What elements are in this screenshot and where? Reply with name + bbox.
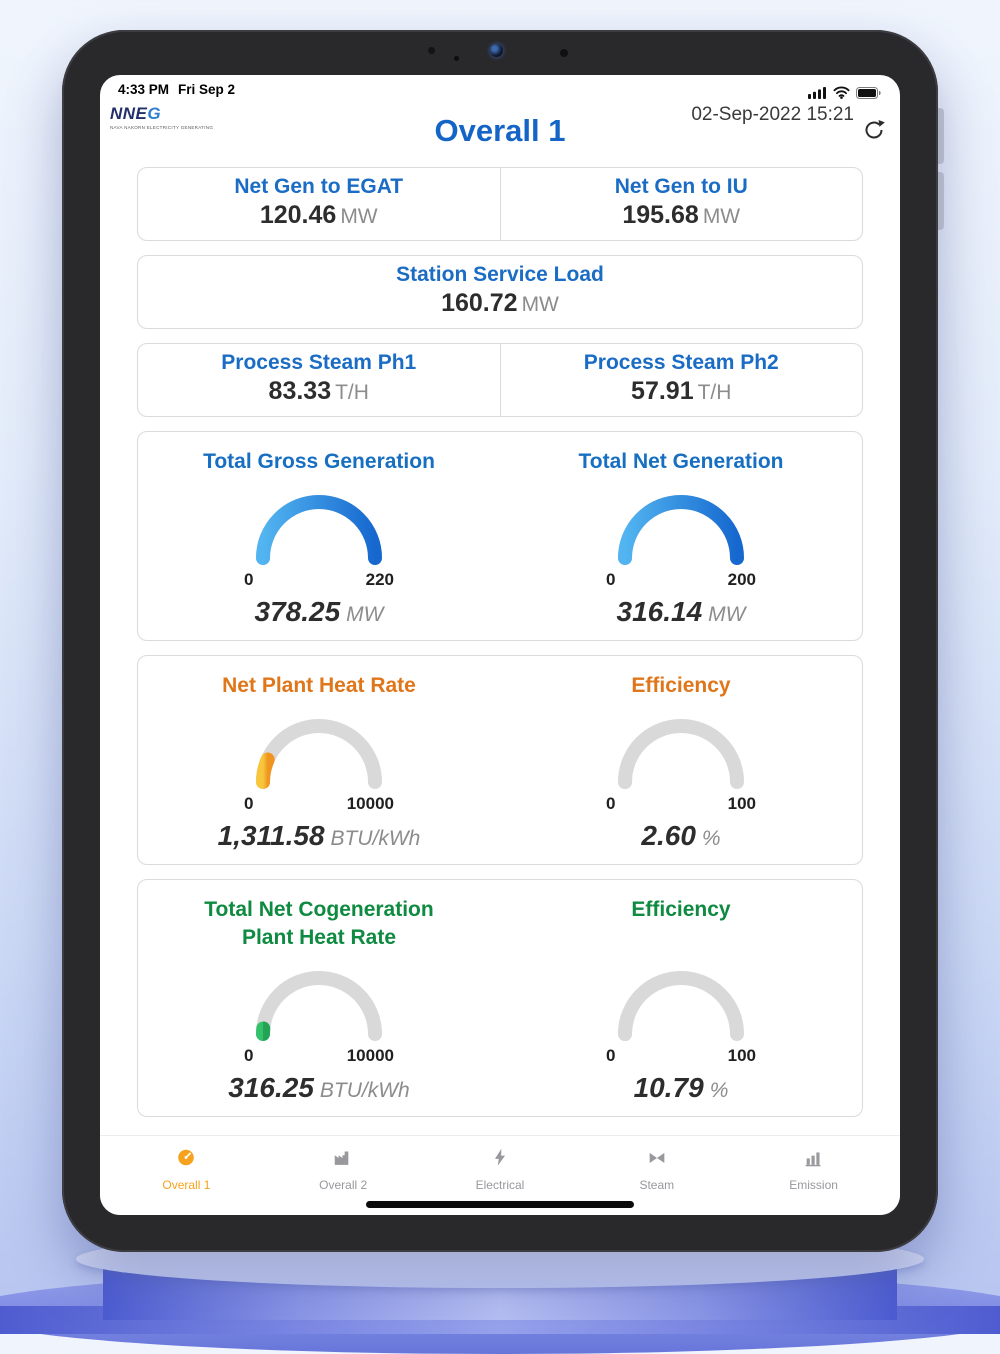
stat-label: Process Steam Ph1	[221, 351, 417, 374]
gauge-title: Total Gross Generation	[203, 450, 435, 473]
app-logo: NNEG NAVA NAKORN ELECTRICITY GENERATING	[110, 104, 214, 130]
gauge-efficiency-cogen: Efficiency 0 100 10.79%	[500, 896, 862, 1104]
stat-label: Net Gen to IU	[614, 175, 748, 198]
sensor-dot	[560, 49, 568, 57]
page-title: Overall 1	[434, 113, 566, 148]
stat-net-gen-iu: Net Gen to IU 195.68 MW	[499, 168, 863, 240]
gauge-title: Efficiency	[631, 674, 731, 697]
app-header: NNEG NAVA NAKORN ELECTRICITY GENERATING …	[100, 102, 900, 168]
stat-station-service-load: Station Service Load 160.72 MW	[138, 256, 862, 328]
gauge-scale: 0 100	[606, 794, 756, 813]
gauge-efficiency-heat-rate: Efficiency 0 100 2.60%	[500, 672, 862, 852]
stat-value: 57.91 T/H	[631, 377, 732, 405]
status-bar: 4:33 PM Fri Sep 2	[100, 75, 900, 105]
net-gen-card: Net Gen to EGAT 120.46 MW Net Gen to IU 1…	[137, 167, 863, 241]
gauge-total-net-generation: Total Net Generation 0 200 316.14 MW	[500, 448, 862, 628]
gauge-value: 1,311.58 BTU/kWh	[217, 820, 421, 851]
gauge-scale: 0 100	[606, 1046, 756, 1065]
gauge-icon	[175, 1147, 197, 1173]
valve-icon	[646, 1147, 668, 1173]
front-camera	[490, 44, 503, 57]
stat-value: 160.72 MW	[441, 289, 559, 317]
gauge-arc	[138, 960, 500, 1044]
tab-electrical[interactable]: Electrical	[422, 1147, 579, 1215]
home-indicator[interactable]	[366, 1201, 634, 1208]
battery-icon	[856, 86, 882, 102]
tab-overall-2[interactable]: Overall 2	[265, 1147, 422, 1215]
status-date: Fri Sep 2	[178, 82, 236, 97]
gauge-title: Total Net Generation	[578, 450, 784, 473]
screen: 4:33 PM Fri Sep 2	[100, 75, 900, 1215]
gauge-title: Total Net Cogeneration Plant Heat Rate	[204, 898, 434, 949]
header-datetime: 02-Sep-2022 15:21	[691, 104, 854, 125]
sensor-dot	[428, 47, 435, 54]
tab-emission[interactable]: Emission	[735, 1147, 892, 1215]
gauge-value: 316.25 BTU/kWh	[228, 1072, 410, 1103]
lightning-icon	[489, 1147, 511, 1173]
gauge-value: 2.60%	[641, 820, 721, 851]
gauge-title: Net Plant Heat Rate	[222, 674, 416, 697]
generation-gauges-card: Total Gross Generation 0 220 378.25 MW Tot…	[137, 431, 863, 641]
gauge-arc	[500, 484, 862, 568]
stat-value: 120.46 MW	[259, 201, 378, 229]
gauge-cogen-plant-heat-rate: Total Net Cogeneration Plant Heat Rate 0…	[138, 896, 500, 1104]
sensor-dot	[454, 56, 459, 61]
gauge-value: 10.79%	[633, 1072, 729, 1103]
factory-icon	[332, 1147, 354, 1173]
stat-label: Station Service Load	[396, 263, 604, 286]
stat-value: 195.68 MW	[622, 201, 741, 229]
cogeneration-gauges-card: Total Net Cogeneration Plant Heat Rate 0…	[137, 879, 863, 1117]
stat-process-steam-ph2: Process Steam Ph2 57.91 T/H	[499, 344, 863, 416]
station-service-card: Station Service Load 160.72 MW	[137, 255, 863, 329]
wifi-icon	[833, 86, 850, 102]
status-time: 4:33 PM	[118, 82, 170, 97]
gauge-value: 378.25 MW	[254, 596, 384, 627]
stat-label: Net Gen to EGAT	[234, 175, 404, 198]
cellular-signal-icon	[808, 86, 827, 102]
heat-rate-gauges-card: Net Plant Heat Rate 0 10000 1,311.58 BTU/k…	[137, 655, 863, 865]
logo-subtext: NAVA NAKORN ELECTRICITY GENERATING	[110, 125, 214, 130]
gauge-arc	[138, 708, 500, 792]
gauge-arc	[500, 708, 862, 792]
dashboard-content: Net Gen to EGAT 120.46 MW Net Gen to IU 1…	[100, 167, 900, 1133]
gauge-arc	[500, 960, 862, 1044]
tab-steam[interactable]: Steam	[578, 1147, 735, 1215]
gauge-scale: 0 10000	[244, 1046, 394, 1065]
process-steam-card: Process Steam Ph1 83.33 T/H Process Steam…	[137, 343, 863, 417]
gauge-scale: 0 10000	[244, 794, 394, 813]
gauge-value: 316.14 MW	[616, 596, 746, 627]
tablet-device: 4:33 PM Fri Sep 2	[62, 30, 938, 1252]
stat-value: 83.33 T/H	[268, 377, 369, 405]
gauge-arc	[138, 484, 500, 568]
emission-icon	[803, 1147, 825, 1173]
stat-process-steam-ph1: Process Steam Ph1 83.33 T/H	[138, 344, 500, 416]
gauge-title: Efficiency	[631, 898, 731, 921]
gauge-total-gross-generation: Total Gross Generation 0 220 378.25 MW	[138, 448, 500, 628]
stat-label: Process Steam Ph2	[583, 351, 779, 374]
gauge-net-plant-heat-rate: Net Plant Heat Rate 0 10000 1,311.58 BTU/k…	[138, 672, 500, 852]
stat-net-gen-egat: Net Gen to EGAT 120.46 MW	[138, 168, 500, 240]
refresh-button[interactable]	[862, 118, 886, 142]
gauge-scale: 0 220	[244, 570, 394, 589]
gauge-scale: 0 200	[606, 570, 756, 589]
tab-overall-1[interactable]: Overall 1	[108, 1147, 265, 1215]
logo-text: NNE	[110, 104, 148, 123]
